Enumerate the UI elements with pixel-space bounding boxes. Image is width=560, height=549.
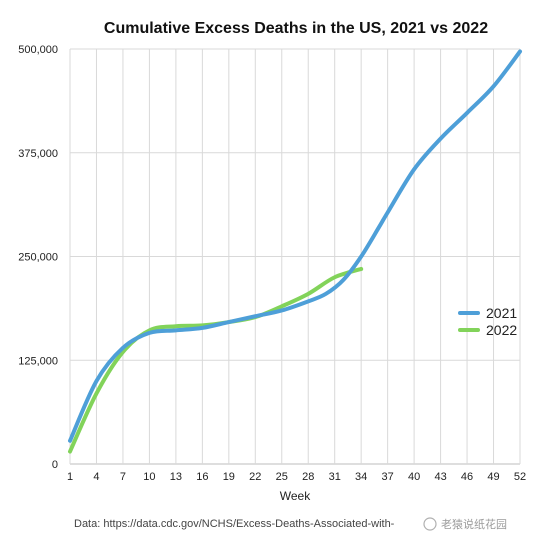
wechat-icon bbox=[423, 517, 437, 531]
x-tick-label: 37 bbox=[382, 471, 394, 483]
watermark-text: 老猿说纸花园 bbox=[441, 517, 507, 531]
y-tick-label: 125,000 bbox=[18, 355, 58, 367]
x-axis: 1 4 7 10 13 16 19 22 25 28 31 34 37 40 43 46 49 52 bbox=[67, 471, 526, 483]
x-tick-label: 43 bbox=[434, 471, 446, 483]
y-axis: 0 125,000 250,000 375,000 500,000 bbox=[18, 44, 58, 471]
x-axis-label: Week bbox=[280, 489, 311, 503]
x-tick-label: 10 bbox=[143, 471, 155, 483]
x-tick-label: 1 bbox=[67, 471, 73, 483]
x-tick-label: 16 bbox=[196, 471, 208, 483]
x-tick-label: 19 bbox=[223, 471, 235, 483]
x-tick-label: 7 bbox=[120, 471, 126, 483]
x-tick-label: 46 bbox=[461, 471, 473, 483]
x-tick-label: 22 bbox=[249, 471, 261, 483]
x-tick-label: 34 bbox=[355, 471, 367, 483]
series-lines bbox=[68, 49, 522, 454]
x-tick-label: 13 bbox=[170, 471, 182, 483]
y-tick-label: 375,000 bbox=[18, 148, 58, 160]
y-tick-label: 500,000 bbox=[18, 44, 58, 56]
source-text: Data: https://data.cdc.gov/NCHS/Excess-D… bbox=[74, 518, 395, 530]
x-tick-label: 52 bbox=[514, 471, 526, 483]
x-tick-label: 28 bbox=[302, 471, 314, 483]
x-tick-label: 40 bbox=[408, 471, 420, 483]
x-tick-label: 25 bbox=[276, 471, 288, 483]
x-tick-label: 49 bbox=[487, 471, 499, 483]
series-line-2021 bbox=[68, 49, 522, 443]
x-tick-label: 4 bbox=[93, 471, 99, 483]
grid bbox=[69, 48, 521, 465]
y-tick-label: 0 bbox=[52, 459, 58, 471]
legend-label-2022: 2022 bbox=[486, 322, 517, 338]
chart-title: Cumulative Excess Deaths in the US, 2021… bbox=[104, 20, 488, 37]
legend-label-2021: 2021 bbox=[486, 305, 517, 321]
x-tick-label: 31 bbox=[329, 471, 341, 483]
y-tick-label: 250,000 bbox=[18, 252, 58, 264]
